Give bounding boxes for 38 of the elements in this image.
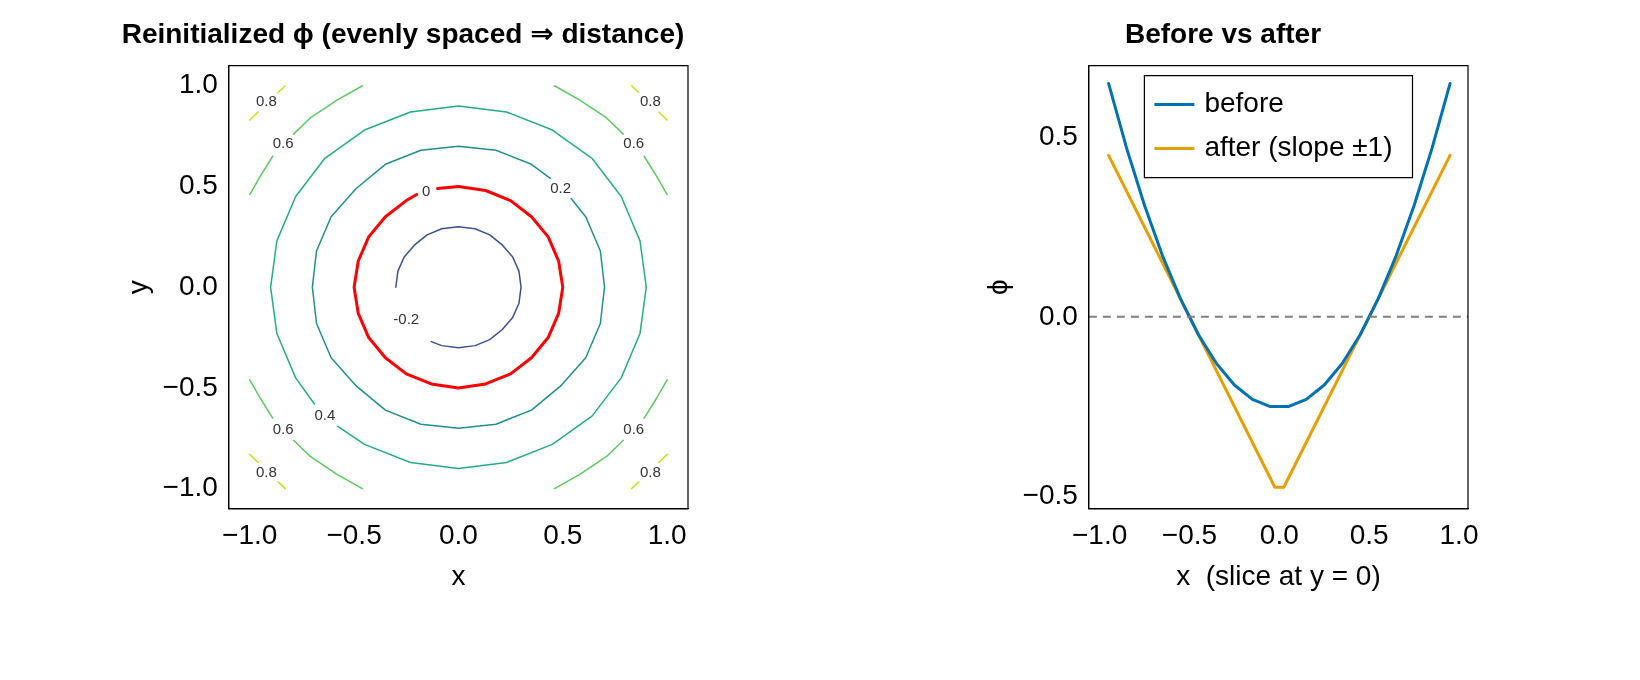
annotation: 0.6 [272, 420, 294, 438]
y-tick-label: −0.5 [1022, 478, 1078, 510]
x-tick-label: 1.0 [1439, 519, 1479, 551]
annotation: 0.8 [640, 92, 661, 109]
x-tick-label: 0.0 [438, 519, 478, 551]
annotation: 0.2 [550, 178, 572, 196]
annotation: 0.6 [623, 420, 645, 438]
x-tick-label: 1.0 [647, 519, 687, 551]
x-tick-label: −0.5 [1161, 519, 1218, 551]
y-tick-label: 0.0 [178, 269, 218, 301]
y-tick-label: 0.0 [1038, 299, 1078, 331]
x-tick-label: −1.0 [1072, 519, 1128, 551]
x-tick-label: 0.5 [1349, 519, 1389, 551]
y-tick-label: 1.0 [178, 68, 218, 100]
legend-label: after (slope ±1) [1204, 131, 1393, 163]
annotation: 0.6 [623, 134, 645, 152]
chart-title: Before vs after [1124, 17, 1322, 49]
chart-title: Reinitialized ϕ (evenly spaced ⇒ distance) [121, 17, 685, 49]
annotation: 0.8 [256, 92, 277, 109]
y-axis-title: ϕ [981, 279, 1013, 296]
y-tick-label: 0.5 [178, 169, 218, 201]
x-axis-title: x [451, 559, 466, 591]
y-tick-label: 0.5 [1038, 120, 1078, 152]
annotation: 0.6 [272, 134, 294, 152]
x-tick-label: 0.5 [543, 519, 583, 551]
annotation: 0.8 [256, 462, 277, 480]
annotation: 0.8 [640, 462, 661, 480]
x-axis-title: x (slice at y = 0) [1176, 559, 1381, 591]
annotation: 0 [421, 181, 431, 199]
annotation: 0.4 [314, 406, 336, 424]
x-tick-label: −1.0 [222, 519, 278, 551]
x-tick-label: 0.0 [1259, 519, 1299, 551]
y-tick-label: −0.5 [162, 370, 218, 402]
x-tick-label: −0.5 [326, 519, 382, 551]
annotation: -0.2 [393, 309, 420, 327]
y-axis-title: y [121, 280, 153, 295]
legend-label: before [1204, 87, 1284, 119]
y-tick-label: −1.0 [162, 471, 218, 503]
